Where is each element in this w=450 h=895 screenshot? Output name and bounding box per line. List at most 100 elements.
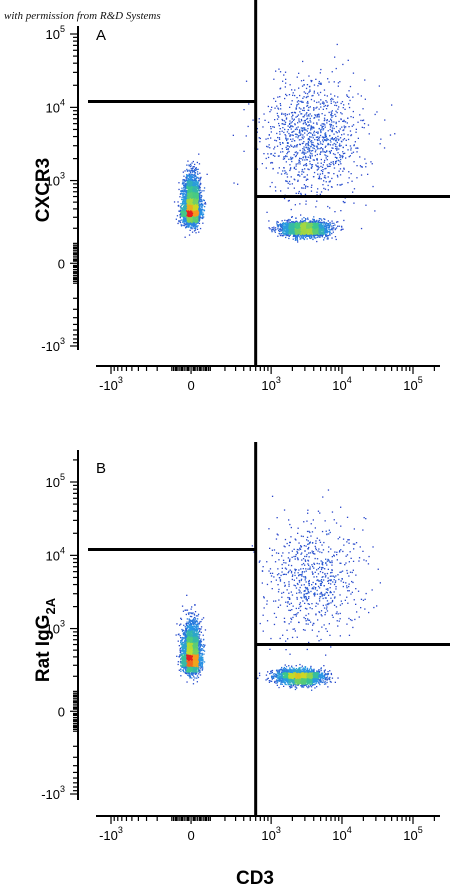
panel-a-event-dot [190,199,192,202]
panel-a-event-dot [183,185,185,187]
panel-a-event-dot [194,178,196,180]
panel-a-event-dot [192,196,194,198]
panel-a-event-dot [193,203,196,205]
panel-a-event-dot [198,199,200,202]
panel-a-event-dot [192,176,194,178]
panel-a-event-dot [184,219,186,221]
panel-a-event-dot [183,179,185,181]
panel-a-event-dot [191,231,194,233]
panel-a-event-dot [178,182,180,184]
panel-a-event-dot [199,196,201,199]
panel-a-event-dot [183,225,185,227]
panel-a-event-dot [189,194,192,196]
panel-a-event-dot [191,212,194,214]
panel-a-event-dot [196,184,198,186]
panel-a-event-dot [196,226,198,228]
panel-a-event-dot [186,168,188,171]
panel-a-event-dot [195,218,197,221]
panel-a-event-dot [202,222,204,224]
panel-a-event-dot [202,199,205,201]
panel-a-event-dot [183,199,185,201]
panel-a-event-dot [182,224,184,226]
panel-a-event-dot [191,227,193,229]
panel-a-event-dot [193,183,196,185]
panel-a-event-dot [195,180,197,182]
panel-a-event-dot [186,222,188,224]
panel-a-event-dot [192,182,194,184]
panel-a-event-dot [184,185,186,187]
panel-a-event-dot [194,180,196,183]
panel-a-event-dot [192,194,194,196]
panel-a-event-dot [189,200,191,203]
panel-a-event-dot [194,175,196,177]
panel-a-event-dot [199,184,201,186]
panel-a-event-dot [180,219,182,221]
panel-a-event-dot [198,192,201,195]
panel-a-event-dot [188,222,191,225]
panel-a-event-dot [183,216,185,218]
panel-a-event-dot [186,181,188,184]
panel-a-event-dot [189,205,191,208]
panel-a-event-dot [191,191,193,193]
panel-a-event-dot [182,193,185,196]
panel-a-event-dot [274,227,277,229]
panel-a-event-dot [192,170,194,172]
panel-a-event-dot [200,203,203,205]
panel-a-event-dot [190,210,192,212]
credit-text: with permission from R&D Systems [4,10,161,22]
panel-a-event-dot [185,219,187,221]
panel-a-event-dot [186,204,188,206]
panel-a-event-dot [193,184,195,186]
panel-a-event-dot [200,204,202,206]
panel-a-event-dot [201,199,203,201]
panel-a-event-dot [190,194,193,196]
panel-a-event-dot [197,176,199,179]
panel-a-event-dot [197,182,199,184]
panel-a-event-dot [185,216,187,218]
panel-a-event-dot [202,212,204,214]
panel-a-event-dot [183,191,185,193]
panel-a-event-dot [187,199,189,201]
panel-a-event-dot [187,181,189,183]
panel-a-event-dot [195,169,197,171]
panel-a-event-dot [180,214,182,216]
panel-a-event-dot [193,227,195,230]
panel-a-event-dot [186,187,188,189]
panel-a-event-dot [178,221,180,223]
panel-a-event-dot [183,222,185,225]
panel-a-event-dot [192,214,195,217]
panel-a-event-dot [197,181,199,183]
panel-a-event-dot [183,221,186,223]
panel-a-event-dot [193,193,196,196]
panel-a-event-dot [199,216,201,218]
panel-a-event-dot [185,186,187,188]
panel-a-event-dot [192,166,194,168]
panel-a-event-dot [202,205,204,207]
panel-a-event-dot [177,222,179,225]
panel-a-event-dot [182,179,184,181]
panel-a-event-dot [189,183,191,185]
panel-a-event-dot [196,186,198,188]
panel-a-event-dot [186,184,188,186]
panel-a-event-dot [193,195,195,197]
panel-a-event-dot [194,181,196,183]
panel-a-event-dot [306,238,308,240]
panel-a-event-dot [183,195,186,197]
panel-a-event-dot [193,230,196,232]
panel-a-event-dot [195,217,198,219]
panel-a-event-dot [180,205,182,207]
panel-a-event-dot [189,171,192,173]
panel-a-event-dot [200,213,202,216]
panel-a-event-dot [199,172,201,174]
panel-a-event-dot [190,168,192,170]
panel-a-event-dot [191,222,193,224]
panel-a-event-dot [179,221,182,224]
panel-a-event-dot [178,220,180,222]
panel-a-event-dot [179,220,181,222]
panel-a-event-dot [197,194,199,196]
panel-a-event-dot [194,226,196,228]
panel-a-event-dot [186,218,188,220]
panel-a-event-dot [280,230,282,232]
panel-a-event-dot [285,236,287,239]
panel-a-event-dot [198,201,200,203]
